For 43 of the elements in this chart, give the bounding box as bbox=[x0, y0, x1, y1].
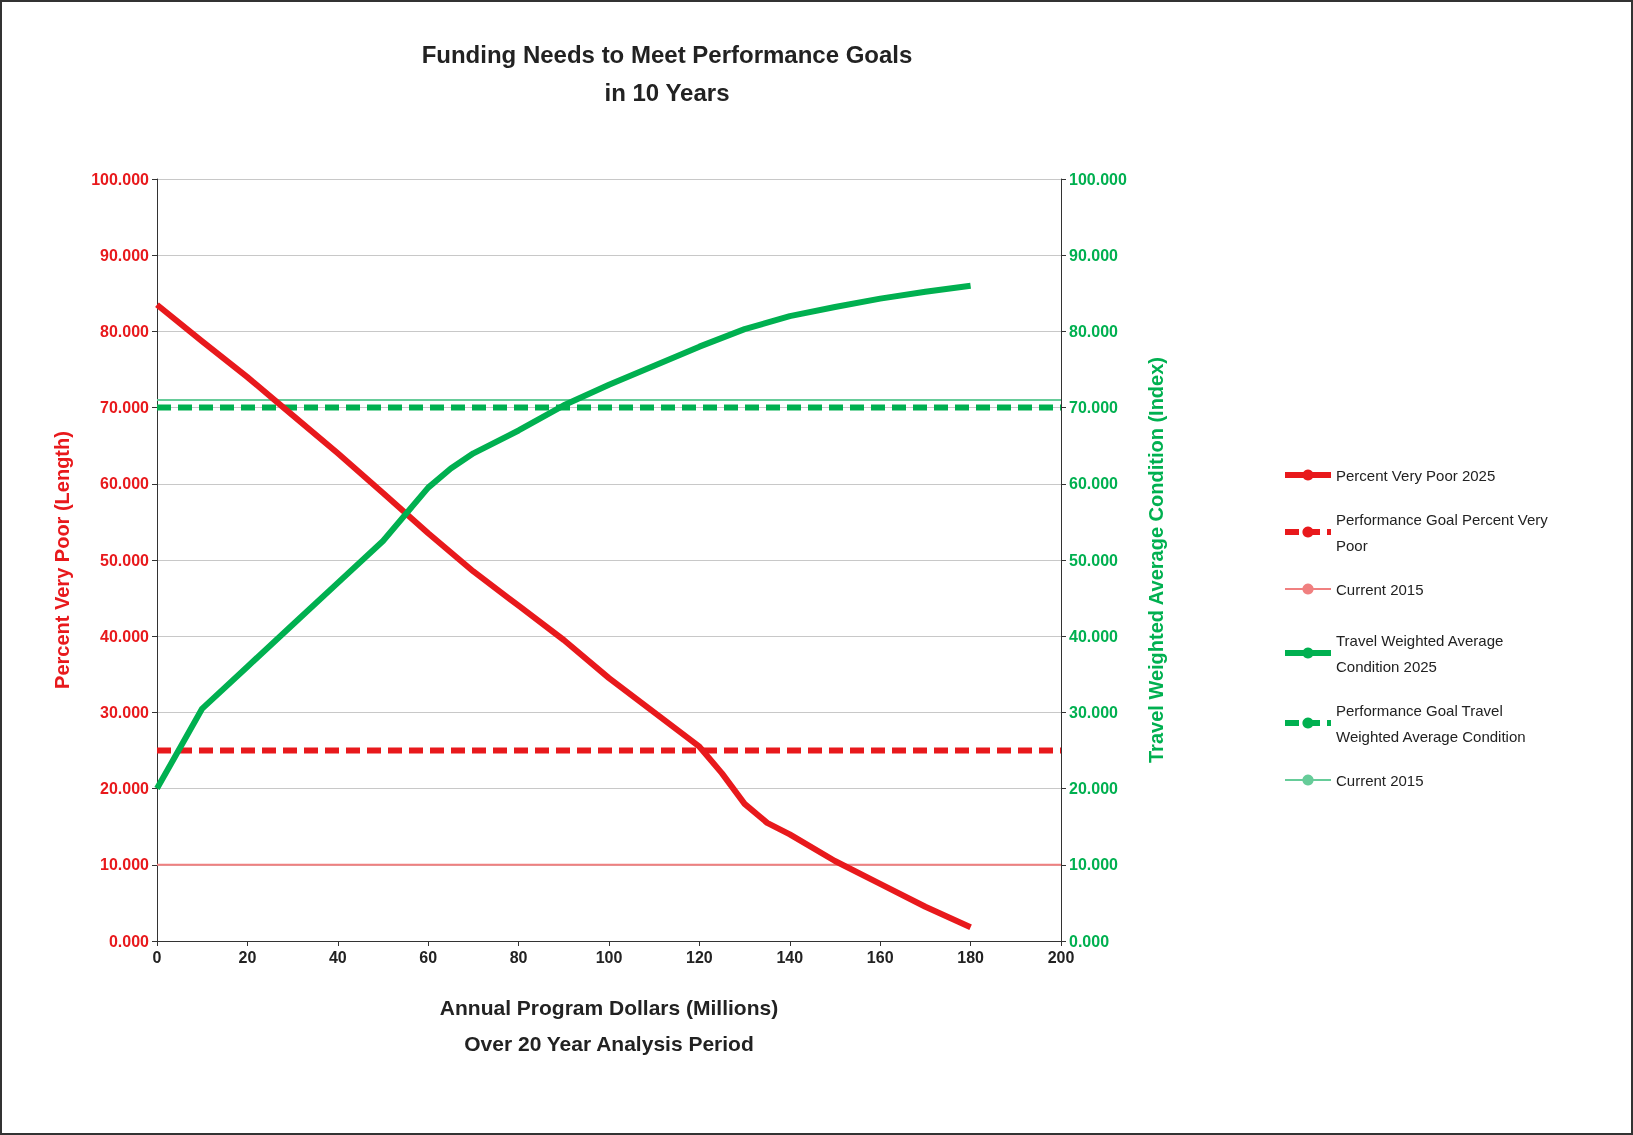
legend-label: Percent Very Poor 2025 bbox=[1336, 466, 1496, 484]
y2-tick-label: 60.000 bbox=[1069, 475, 1119, 493]
y-tick-label: 70.000 bbox=[100, 399, 150, 417]
x-axis-title: Annual Program Dollars (Millions) Over 20 Year Analysis Period bbox=[439, 995, 779, 1055]
y2-axis-title: Travel Weighted Average Condition (Index) bbox=[1145, 357, 1167, 763]
x-tick-label: 120 bbox=[686, 948, 713, 966]
y2-tick-label: 70.000 bbox=[1069, 399, 1119, 417]
x-tick-label: 80 bbox=[509, 948, 528, 966]
legend-label: Travel Weighted Average Condition 2025 bbox=[1336, 631, 1508, 675]
x-tick-label: 180 bbox=[957, 948, 985, 966]
y-tick-label: 90.000 bbox=[100, 246, 150, 264]
y2-tick-label: 0.000 bbox=[1069, 932, 1110, 950]
y-tick-label: 60.000 bbox=[100, 475, 150, 493]
y2-tick-label: 10.000 bbox=[1069, 856, 1119, 874]
y-tick-label: 20.000 bbox=[100, 780, 150, 798]
y-tick-label: 50.000 bbox=[100, 551, 150, 569]
y2-tick-label: 40.000 bbox=[1069, 627, 1119, 645]
legend-label: Current 2015 bbox=[1336, 771, 1424, 789]
y-tick-label: 80.000 bbox=[100, 322, 150, 340]
x-tick-label: 200 bbox=[1047, 948, 1075, 966]
y2-tick-label: 50.000 bbox=[1069, 551, 1119, 569]
legend-label: Performance Goal Travel Weighted Average Condition bbox=[1336, 701, 1526, 745]
legend-label: Performance Goal Percent Very Poor bbox=[1336, 510, 1552, 554]
chart-title: Funding Needs to Meet Performance Goals in 10 Years bbox=[421, 40, 913, 106]
y2-tick-label: 30.000 bbox=[1069, 703, 1119, 721]
x-tick-label: 60 bbox=[419, 948, 438, 966]
y-tick-label: 30.000 bbox=[100, 703, 150, 721]
y-tick-label: 100.000 bbox=[91, 170, 150, 188]
y-tick-label: 0.000 bbox=[108, 932, 150, 950]
y-tick-label: 40.000 bbox=[100, 627, 150, 645]
x-tick-label: 160 bbox=[866, 948, 894, 966]
y2-tick-label: 20.000 bbox=[1069, 780, 1119, 798]
y2-tick-label: 80.000 bbox=[1069, 322, 1119, 340]
y2-tick-label: 90.000 bbox=[1069, 246, 1119, 264]
y-axis-title: Percent Very Poor (Length) bbox=[51, 431, 73, 689]
x-tick-label: 140 bbox=[776, 948, 804, 966]
x-tick-label: 40 bbox=[328, 948, 347, 966]
x-tick-label: 20 bbox=[238, 948, 257, 966]
y2-tick-label: 100.000 bbox=[1069, 170, 1127, 188]
x-tick-label: 0 bbox=[152, 948, 162, 966]
x-tick-label: 100 bbox=[595, 948, 623, 966]
y-tick-label: 10.000 bbox=[100, 856, 150, 874]
legend-label: Current 2015 bbox=[1336, 580, 1424, 598]
